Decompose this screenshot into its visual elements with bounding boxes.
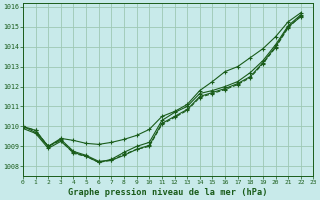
X-axis label: Graphe pression niveau de la mer (hPa): Graphe pression niveau de la mer (hPa): [68, 188, 268, 197]
